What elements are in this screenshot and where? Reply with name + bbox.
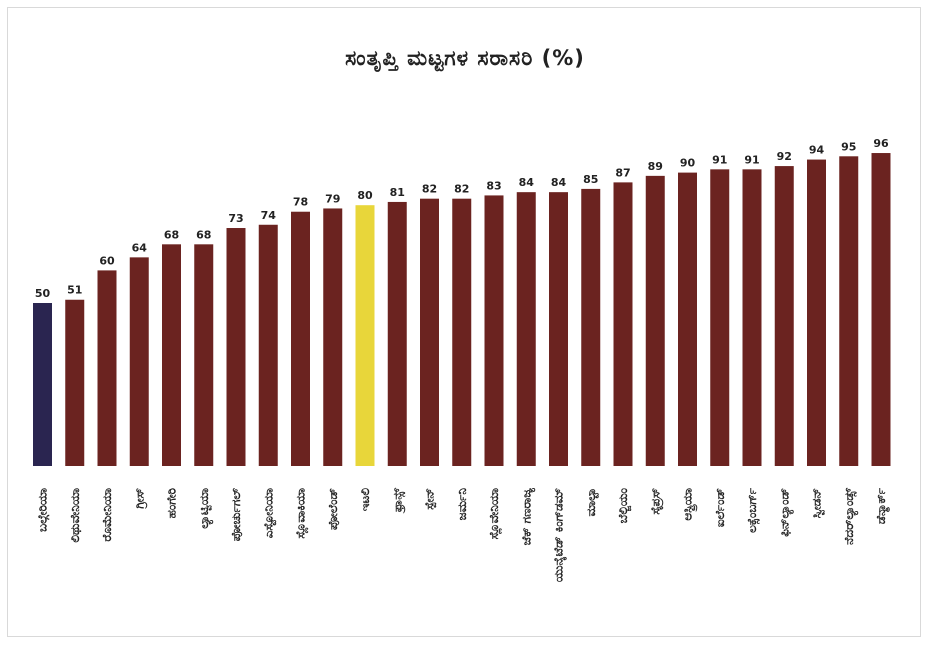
bar-12: [387, 201, 407, 466]
category-label-18: ಮಾಲ್ಟಾ: [584, 488, 599, 517]
bar-16: [516, 192, 536, 466]
value-label-5: 68: [164, 228, 179, 241]
bar-10: [323, 208, 343, 466]
bar-2: [65, 299, 85, 466]
bar-4: [129, 257, 149, 466]
bar-21: [678, 172, 697, 466]
value-label-27: 96: [873, 137, 889, 150]
category-label-7: ಪೋರ್ಚುಗಲ್: [229, 487, 243, 541]
bar-6: [194, 244, 214, 466]
bars-group: [33, 153, 891, 467]
bar-15: [484, 195, 504, 467]
bar-8: [258, 224, 278, 466]
bar-19: [613, 182, 633, 466]
bar-26: [839, 156, 859, 467]
bar-25: [807, 159, 826, 466]
bar-18: [581, 188, 601, 466]
category-label-20: ಸೈಪ್ರಸ್: [648, 488, 664, 515]
value-label-21: 90: [680, 157, 696, 170]
value-label-18: 85: [583, 173, 598, 186]
value-labels-group: 50 51 60 64 68 68 73 74 78 79 80 81 82 82 83 84 84 85 87 89…: [35, 137, 889, 300]
category-label-14: ಜರ್ಮನಿ: [455, 488, 469, 521]
category-label-26: ನೆದರ್‌ಲ್ಯಾಂಡ್ಸ್: [842, 487, 860, 545]
category-labels-group: ಬಲ್ಗೇರಿಯಾ ಲಿಥುವೇನಿಯಾ ರೊಮೇನಿಯಾ ಗ್ರೀಸ್ ಹಂಗೇರಿ ಲ…: [36, 487, 891, 582]
bar-3: [97, 270, 117, 466]
category-label-4: ಗ್ರೀಸ್: [132, 488, 147, 510]
bar-20: [645, 175, 665, 467]
value-label-20: 89: [648, 160, 663, 173]
value-label-4: 64: [132, 241, 148, 254]
category-label-5: ಹಂಗೇರಿ: [165, 487, 179, 518]
bar-11: [355, 205, 375, 466]
bar-14: [452, 198, 472, 466]
value-label-24: 92: [777, 150, 792, 163]
category-label-25: ಸ್ವೀಡನ್: [810, 488, 826, 518]
value-label-11: 80: [357, 189, 373, 202]
value-label-10: 79: [325, 192, 340, 205]
category-label-10: ಪೋಲೆಂಡ್: [326, 488, 340, 530]
category-label-24: ಫಿನ್‌ಲ್ಯಾಂಡ್: [777, 488, 795, 537]
category-label-21: ಆಸ್ಟ್ರಿಯಾ: [681, 488, 699, 521]
bar-5: [162, 244, 181, 466]
value-label-13: 82: [422, 183, 437, 196]
value-label-8: 74: [261, 209, 277, 222]
category-label-23: ಲಕ್ಸೆಂಬರ್ಗ್: [745, 487, 760, 533]
category-label-13: ಸ್ಪೇನ್: [423, 488, 438, 510]
bar-23: [742, 169, 762, 466]
category-label-19: ಬೆಲ್ಜಿಯಂ: [616, 487, 633, 523]
category-label-8: ಎಸ್ಟೋನಿಯಾ: [261, 488, 276, 538]
category-label-27: ಡೆನ್ಮಾರ್ಕ್: [874, 487, 891, 524]
value-label-23: 91: [744, 153, 759, 166]
category-label-12: ಫ್ರಾನ್ಸ್: [390, 487, 405, 514]
value-label-7: 73: [228, 212, 243, 225]
category-label-2: ಲಿಥುವೇನಿಯಾ: [68, 488, 82, 543]
category-label-6: ಲ್ಯಾಟ್ವಿಯಾ: [197, 488, 215, 529]
value-label-12: 81: [390, 186, 405, 199]
category-label-9: ಸ್ಲೊವಾಕಿಯಾ: [294, 488, 310, 539]
value-label-6: 68: [196, 228, 211, 241]
value-label-2: 51: [67, 284, 82, 297]
value-label-3: 60: [99, 254, 115, 267]
value-label-22: 91: [712, 153, 727, 166]
category-label-3: ರೊಮೇನಿಯಾ: [100, 488, 114, 542]
value-label-26: 95: [841, 140, 856, 153]
bar-27: [871, 153, 891, 467]
bar-22: [710, 169, 730, 466]
value-label-19: 87: [615, 166, 630, 179]
value-label-14: 82: [454, 183, 469, 196]
value-label-1: 50: [35, 287, 51, 300]
category-label-15: ಸ್ಲೊವೇನಿಯಾ: [487, 488, 503, 539]
value-label-25: 94: [809, 144, 825, 157]
bar-1: [33, 303, 52, 466]
value-label-17: 84: [551, 176, 567, 189]
category-label-11: ಇಟಲಿ: [358, 488, 372, 512]
category-label-1: ಬಲ್ಗೇರಿಯಾ: [36, 488, 50, 532]
bar-7: [226, 228, 246, 466]
value-label-15: 83: [486, 179, 501, 192]
value-label-16: 84: [519, 176, 535, 189]
category-label-22: ಐರ್ಲೆಂಡ್: [713, 488, 727, 528]
chart-title: ಸಂತೃಪ್ತಿ ಮಟ್ಟಗಳ ಸರಾಸರಿ (%): [345, 46, 585, 70]
bar-24: [774, 166, 794, 466]
bar-13: [420, 198, 439, 466]
category-label-16: ಜೆಕ್ ಗಣರಾಜ್ಯ: [519, 488, 536, 546]
bar-9: [291, 211, 310, 466]
bar-17: [549, 192, 568, 466]
value-label-9: 78: [293, 196, 308, 209]
category-label-17: ಯುನೈಟೆಡ್ ಕಿಂಗ್‌ಡಮ್: [552, 487, 568, 582]
